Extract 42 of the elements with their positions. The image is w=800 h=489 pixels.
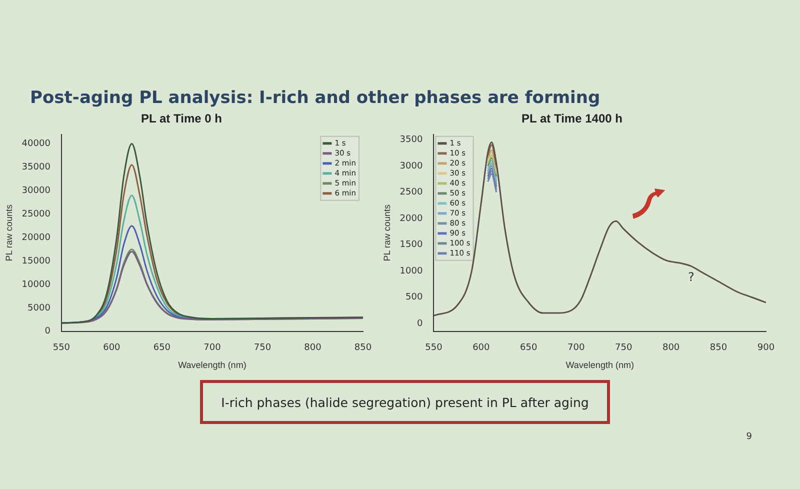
x-tick-label: 700 <box>204 343 222 354</box>
annotation: ? <box>688 270 694 284</box>
x-tick-label: 800 <box>662 343 680 354</box>
y-tick-label: 1500 <box>400 240 423 250</box>
x-tick-label: 900 <box>757 343 775 354</box>
y-tick-label: 5000 <box>28 303 51 314</box>
y-tick-label: 1000 <box>400 266 423 276</box>
y-axis-title: PL raw counts <box>4 204 14 262</box>
x-tick-label: 750 <box>254 343 272 354</box>
y-tick-label: 0 <box>44 326 51 337</box>
y-tick-label: 0 <box>416 318 423 329</box>
x-tick-label: 650 <box>153 343 171 354</box>
x-axis-title: Wavelength (nm) <box>178 360 246 370</box>
x-tick-label: 600 <box>103 343 121 354</box>
x-tick-label: 650 <box>520 343 538 354</box>
y-tick-label: 10000 <box>22 280 51 290</box>
y-tick-label: 2500 <box>400 188 423 198</box>
y-tick-label: 30000 <box>22 186 51 196</box>
text: Post-aging PL analysis: I-rich and other phases are forming <box>30 88 600 108</box>
y-tick-label: 15000 <box>22 256 51 266</box>
x-tick-label: 850 <box>710 343 728 354</box>
text: 9 <box>746 432 752 442</box>
y-tick-label: 35000 <box>22 162 51 173</box>
x-tick-label: 550 <box>52 343 70 354</box>
text: I-rich phases (halide segregation) present in PL after aging <box>200 380 610 424</box>
x-tick-label: 850 <box>354 343 372 354</box>
x-tick-label: 700 <box>568 343 585 354</box>
y-tick-label: 40000 <box>22 139 51 150</box>
y-tick-label: 20000 <box>22 232 51 243</box>
x-tick-label: 750 <box>614 343 632 354</box>
x-tick-label: 800 <box>304 343 322 354</box>
y-tick-label: 500 <box>406 292 423 303</box>
chart-title: PL at Time 1400 h <box>522 112 622 126</box>
y-tick-label: 3500 <box>400 134 423 145</box>
y-tick-label: 3000 <box>400 161 423 172</box>
chart-title: PL at Time 0 h <box>141 112 222 126</box>
x-tick-label: 550 <box>425 343 443 354</box>
x-tick-label: 600 <box>472 343 490 354</box>
y-axis-title: PL raw counts <box>382 204 392 262</box>
y-tick-label: 25000 <box>22 209 51 220</box>
x-axis-title: Wavelength (nm) <box>566 360 634 370</box>
y-tick-label: 2000 <box>400 214 423 224</box>
